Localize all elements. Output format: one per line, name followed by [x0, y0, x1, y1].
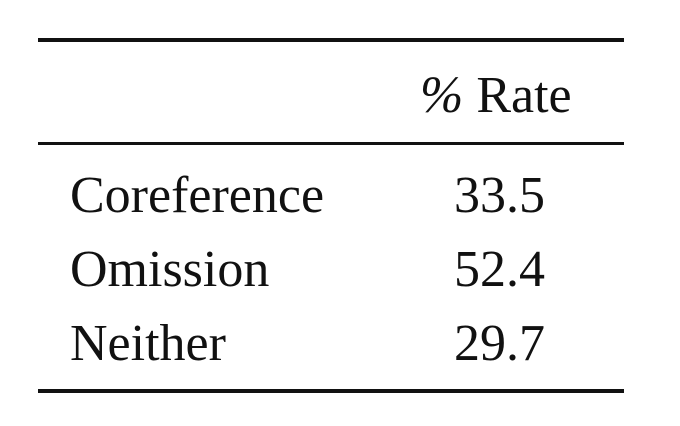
header-rule — [38, 142, 624, 145]
column-header-rate: % Rate — [420, 70, 572, 122]
row-label-coreference: Coreference — [70, 167, 325, 224]
row-value-coreference: 33.5 — [454, 167, 545, 224]
row-label-omission: Omission — [70, 241, 270, 298]
row-label-neither: Neither — [70, 315, 226, 372]
top-rule — [38, 38, 624, 42]
rate-label: Rate — [476, 67, 572, 124]
bottom-rule — [38, 389, 624, 393]
percent-symbol: % — [420, 67, 464, 124]
row-value-neither: 29.7 — [454, 315, 545, 372]
row-value-omission: 52.4 — [454, 241, 545, 298]
